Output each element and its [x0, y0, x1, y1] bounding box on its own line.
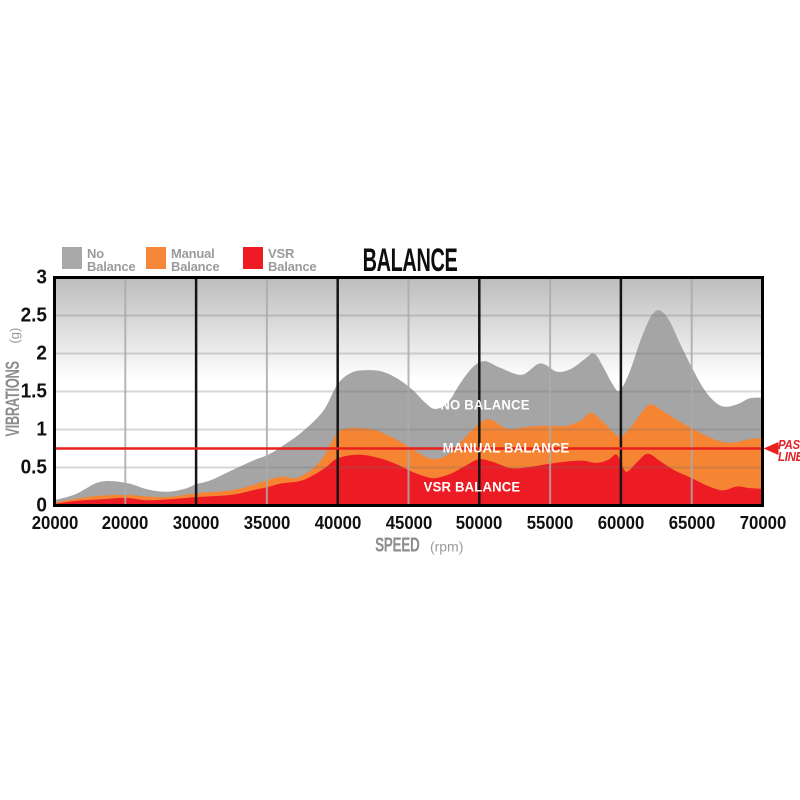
y-tick-label-6: 0	[36, 494, 47, 516]
y-axis-label: VIBRATIONS (g)	[3, 328, 25, 455]
legend-item-text: Manual Balance	[171, 246, 220, 274]
pass-line-label: PASS LINE	[778, 437, 800, 464]
legend-item-vsr: VSR Balance	[243, 246, 317, 274]
x-tick-label-4: 40000	[314, 513, 361, 533]
legend-line2: Balance	[87, 259, 136, 274]
legend-swatch-icon	[243, 247, 263, 269]
legend-item-no: No Balance	[62, 246, 136, 274]
x-axis-unit: (rpm)	[429, 538, 464, 555]
area-label-manual-balance: MANUAL BALANCE	[442, 440, 570, 456]
pass-line-label-line2: LINE	[778, 448, 800, 464]
x-tick-label-2: 30000	[172, 513, 220, 533]
x-tick-label-10: 70000	[739, 513, 786, 533]
area-label-vsr-balance: VSR BALANCE	[423, 479, 521, 495]
area-label-no-balance: NO BALANCE	[440, 397, 530, 413]
y-tick-label-5: 0.5	[20, 456, 47, 478]
chart-title: BALANCE	[362, 242, 458, 278]
y-axis-word: VIBRATIONS	[3, 361, 24, 437]
y-tick-label-3: 1.5	[20, 380, 47, 402]
x-tick-label-7: 55000	[526, 513, 574, 533]
x-tick-label-6: 50000	[456, 513, 503, 533]
legend-swatch-icon	[146, 247, 166, 269]
legend-swatch-icon	[62, 247, 82, 269]
y-tick-label-2: 2	[36, 342, 47, 364]
legend-line2: Balance	[268, 259, 317, 274]
x-axis-word: SPEED	[375, 534, 420, 557]
x-tick-label-3: 35000	[243, 513, 291, 533]
plot-border	[53, 276, 764, 507]
y-axis-unit: (g)	[7, 327, 22, 344]
y-tick-label-1: 2.5	[20, 304, 47, 326]
x-axis-label: SPEED (rpm)	[365, 534, 464, 558]
legend-line1: No	[87, 246, 104, 261]
legend-line1: Manual	[171, 246, 215, 261]
legend-item-manual: Manual Balance	[146, 246, 220, 274]
y-tick-label-0: 3	[36, 266, 47, 288]
x-tick-label-9: 65000	[668, 513, 715, 533]
y-tick-label-4: 1	[36, 418, 47, 440]
x-tick-label-5: 45000	[385, 513, 432, 533]
legend-item-text: VSR Balance	[268, 246, 317, 274]
legend-line1: VSR	[268, 246, 295, 261]
pass-line-arrow-icon	[763, 442, 779, 455]
legend-line2: Balance	[171, 259, 220, 274]
x-tick-label-1: 20000	[102, 513, 149, 533]
legend-item-text: No Balance	[87, 246, 136, 274]
pass-line-label-line1: PASS	[778, 437, 800, 452]
x-tick-label-0: 20000	[31, 513, 78, 533]
x-tick-label-8: 60000	[597, 513, 645, 533]
